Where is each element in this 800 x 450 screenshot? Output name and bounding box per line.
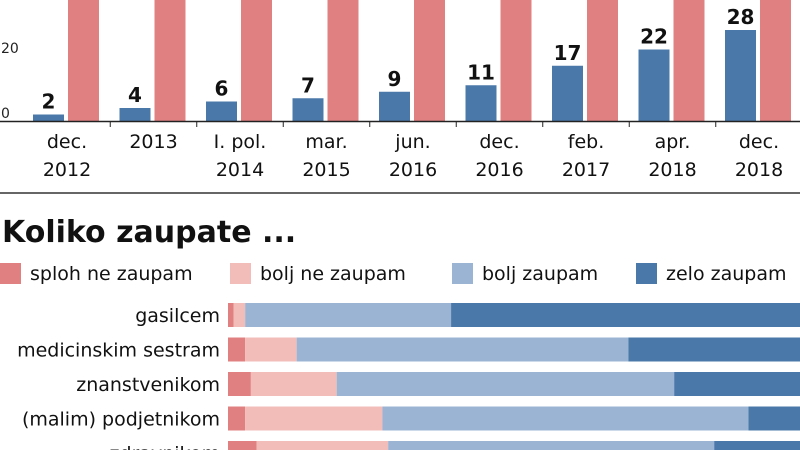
x-tick-label: 2018 <box>648 159 696 181</box>
x-tick-label: feb. <box>568 131 604 153</box>
x-tick-label: 2014 <box>216 159 264 181</box>
x-tick-label: 2016 <box>475 159 523 181</box>
data-label: 17 <box>554 41 582 65</box>
chart-title: Koliko zaupate ... <box>2 215 296 250</box>
x-tick-label: 2013 <box>129 131 177 153</box>
y-tick-label: 0 <box>1 106 10 122</box>
data-label: 2 <box>42 90 56 114</box>
data-label: 28 <box>727 5 755 29</box>
bar-series-0 <box>465 85 497 121</box>
x-tick-label: jun. <box>394 131 430 153</box>
bar-series-1 <box>68 0 99 121</box>
bar-series-0 <box>638 49 670 121</box>
bar-segment <box>451 303 800 327</box>
legend-label: bolj ne zaupam <box>260 263 406 285</box>
bar-segment <box>228 303 234 327</box>
data-label: 4 <box>128 83 142 107</box>
bar-series-1 <box>414 0 445 121</box>
category-label: znanstvenikom <box>76 374 220 396</box>
bar-series-0 <box>725 30 756 121</box>
bar-series-0 <box>119 108 151 121</box>
bar-segment <box>628 337 800 362</box>
bar-series-0 <box>33 114 64 121</box>
bar-segment <box>714 441 800 450</box>
bar-segment <box>245 303 452 327</box>
bar-segment <box>228 406 246 431</box>
legend-label: bolj zaupam <box>482 263 598 285</box>
x-tick-label: 2016 <box>389 159 437 181</box>
legend-swatch <box>452 263 473 284</box>
bar-segment <box>245 406 383 431</box>
legend-swatch <box>636 263 657 284</box>
x-tick-label: dec. <box>739 131 779 153</box>
legend-swatch <box>230 263 251 284</box>
data-label: 22 <box>640 25 668 49</box>
data-label: 11 <box>467 60 495 84</box>
category-label: gasilcem <box>135 305 220 327</box>
bar-segment <box>388 441 715 450</box>
y-tick-label: 20 <box>1 41 19 57</box>
bar-segment <box>674 372 800 396</box>
bar-segment <box>256 441 389 450</box>
bar-series-1 <box>760 0 791 121</box>
bar-segment <box>336 372 675 396</box>
legend-swatch <box>0 263 21 284</box>
category-label: medicinskim sestram <box>17 340 220 362</box>
x-tick-label: 2017 <box>562 159 610 181</box>
bar-series-0 <box>292 98 324 121</box>
bar-segment <box>296 337 629 362</box>
bar-series-1 <box>241 0 272 121</box>
bar-segment <box>228 441 257 450</box>
bar-series-0 <box>379 91 410 121</box>
bar-series-1 <box>327 0 359 121</box>
data-label: 6 <box>215 77 229 101</box>
x-tick-label: dec. <box>47 131 87 153</box>
x-tick-label: 2015 <box>302 159 350 181</box>
bar-segment <box>228 337 246 362</box>
legend-label: zelo zaupam <box>666 263 786 285</box>
bar-series-1 <box>673 0 705 121</box>
bar-series-1 <box>587 0 618 121</box>
x-tick-label: mar. <box>305 131 347 153</box>
bar-segment <box>228 372 251 396</box>
bar-series-0 <box>552 65 583 121</box>
bar-segment <box>245 337 297 362</box>
x-tick-label: apr. <box>655 131 691 153</box>
bar-segment <box>748 406 800 431</box>
x-tick-label: 2012 <box>43 159 91 181</box>
bar-series-1 <box>154 0 186 121</box>
data-label: 9 <box>388 67 402 91</box>
bar-segment <box>382 406 749 431</box>
category-label: zdravnikom <box>109 443 220 450</box>
bar-segment <box>233 303 246 327</box>
x-tick-label: dec. <box>479 131 519 153</box>
bar-segment <box>250 372 337 396</box>
x-tick-label: I. pol. <box>214 131 267 153</box>
category-label: (malim) podjetnikom <box>22 409 220 431</box>
bar-series-0 <box>206 101 237 121</box>
data-label: 7 <box>301 73 315 97</box>
legend-label: sploh ne zaupam <box>30 263 193 285</box>
bar-series-1 <box>500 0 532 121</box>
x-tick-label: 2018 <box>735 159 783 181</box>
